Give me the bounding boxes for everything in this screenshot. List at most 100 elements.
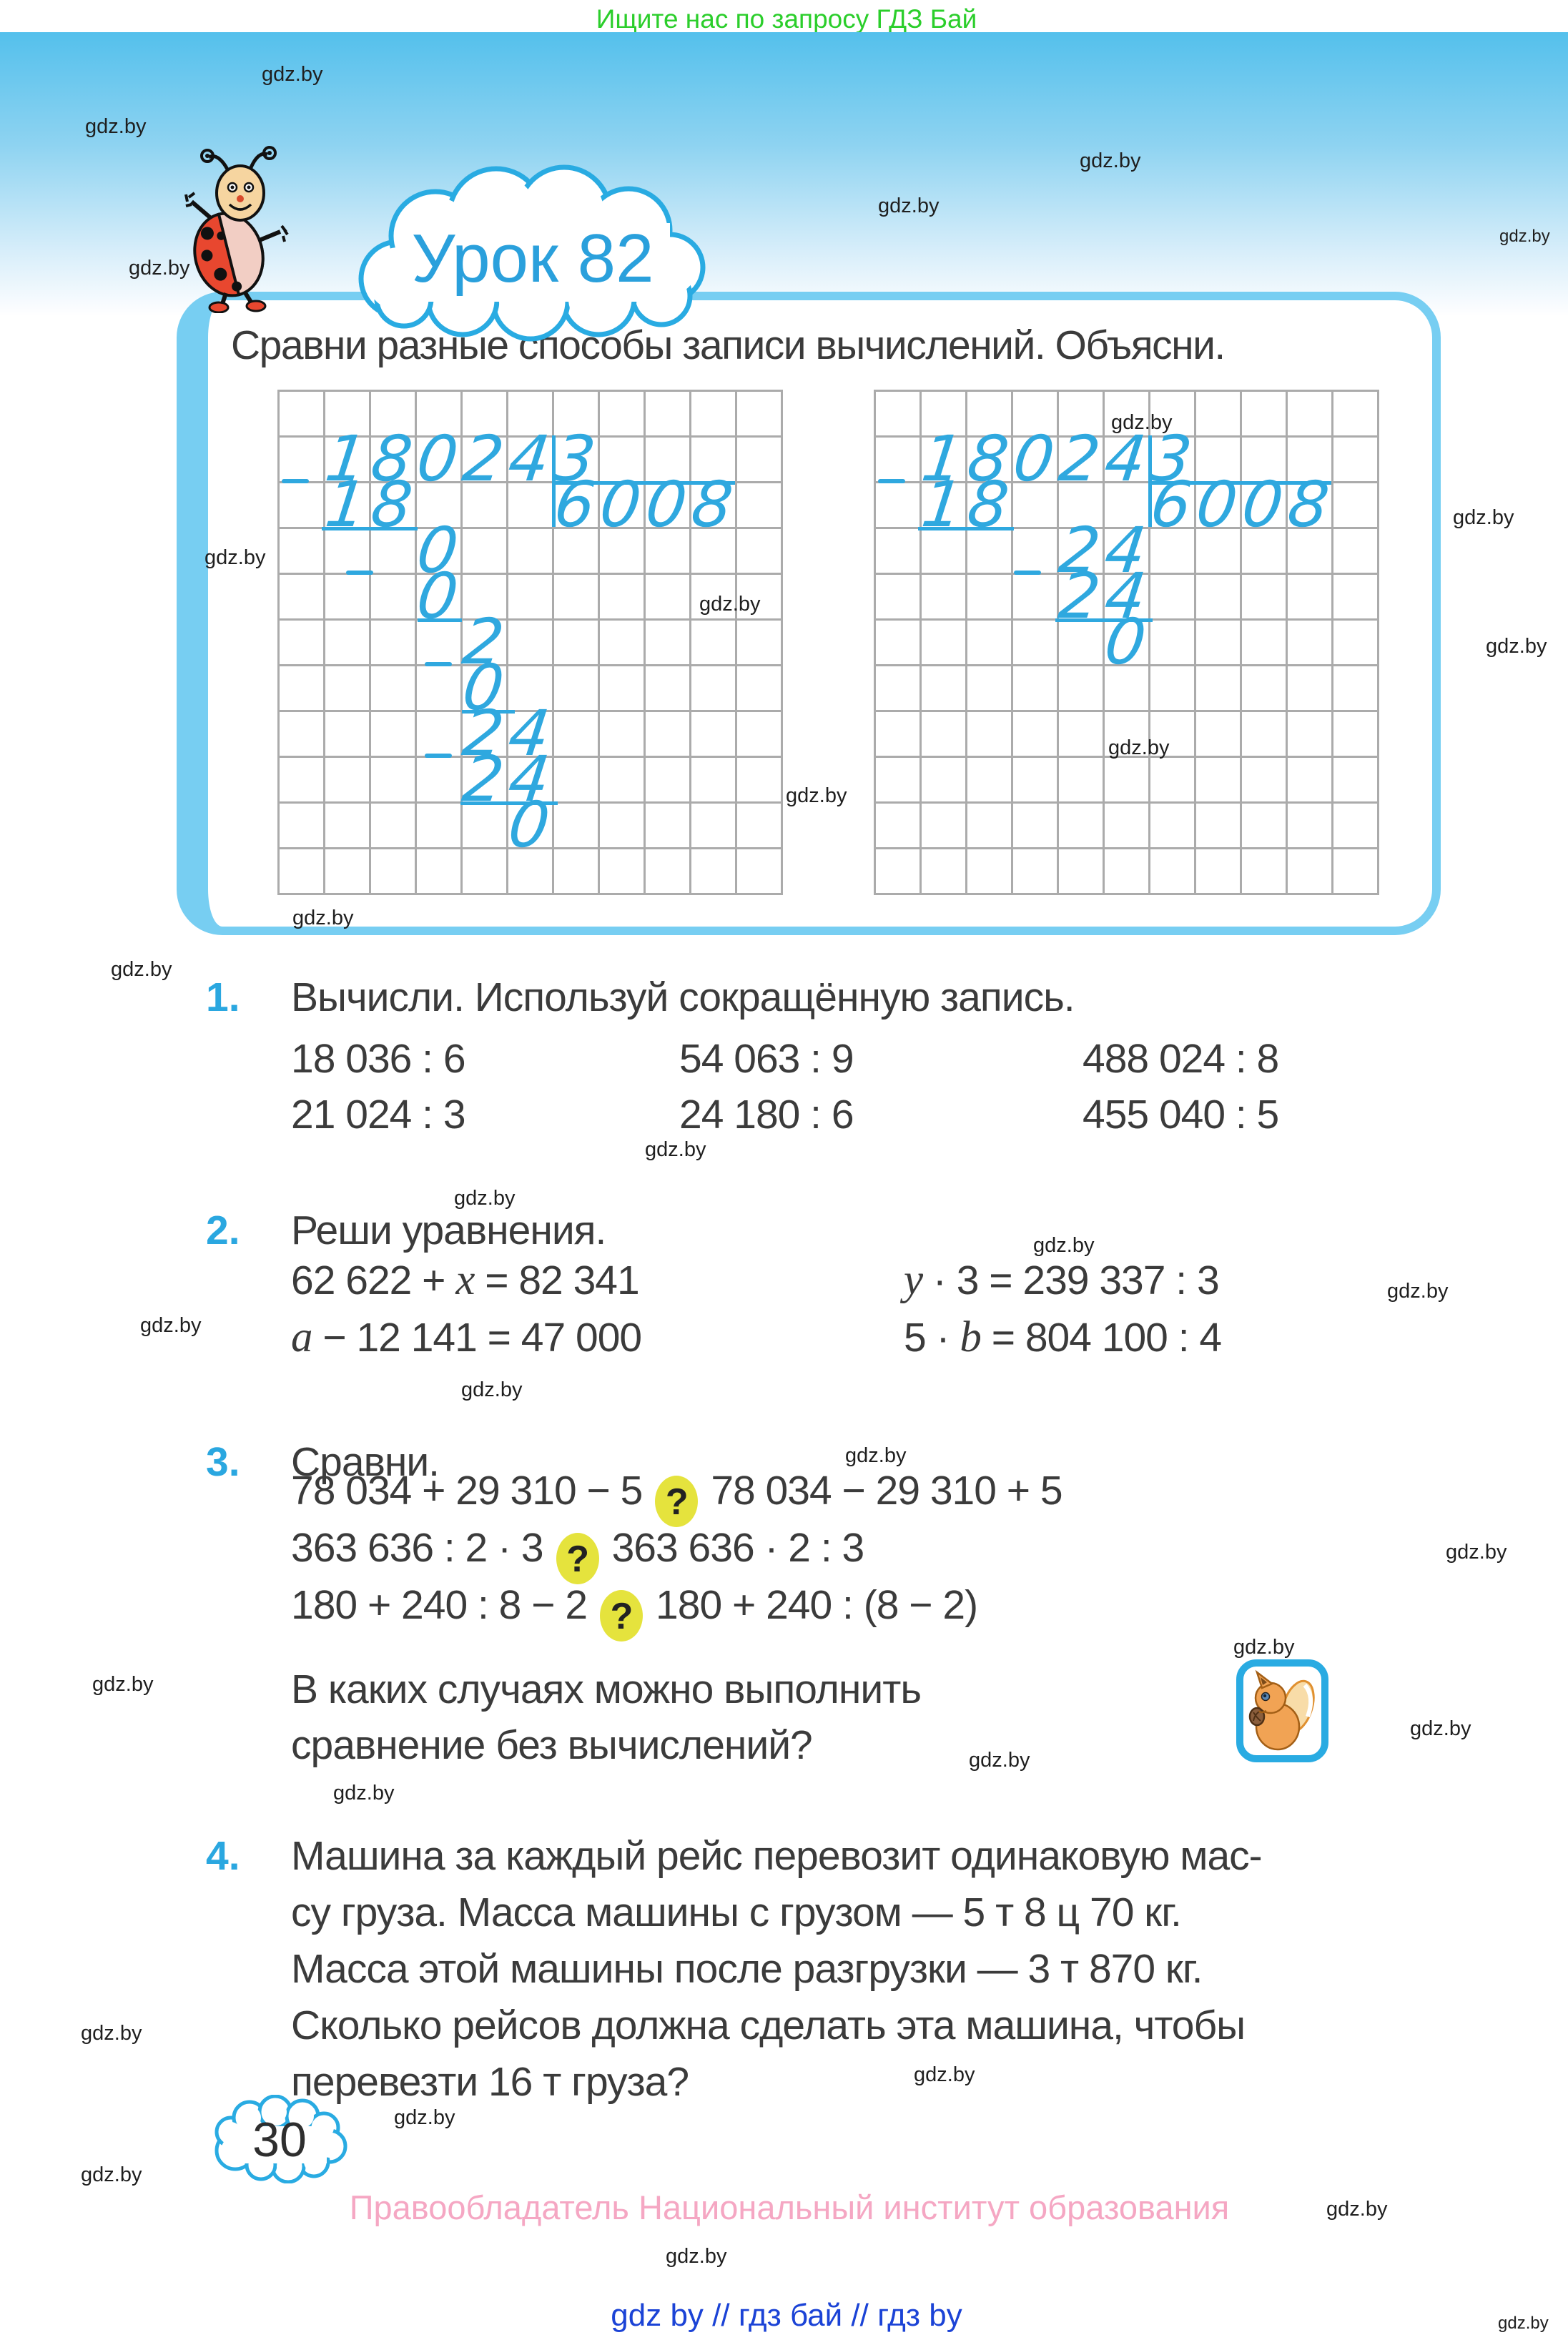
handwritten-digit: 0: [1238, 468, 1288, 541]
left-expression: 180 + 240 : 8 − 2: [291, 1582, 588, 1628]
gdz-watermark: gdz.by: [1498, 2314, 1549, 2333]
gdz-watermark: gdz.by: [1111, 411, 1173, 434]
gdz-watermark: gdz.by: [262, 63, 323, 86]
gdz-watermark: gdz.by: [292, 907, 354, 929]
gdz-watermark: gdz.by: [1326, 2198, 1388, 2221]
squirrel-icon: [1236, 1659, 1328, 1762]
right-expression: 363 636 · 2 : 3: [611, 1525, 865, 1571]
word-problem-line: Машина за каждый рейс перевозит одинаков…: [291, 1833, 1263, 1879]
problem-4-text: Машина за каждый рейс перевозит одинаков…: [291, 1832, 1507, 2133]
handwritten-digit: 4: [1100, 422, 1150, 495]
handwritten-digit: 2: [1055, 422, 1105, 495]
gdz-watermark: gdz.by: [1108, 736, 1170, 759]
handwritten-digit: 0: [641, 468, 691, 541]
handwritten-underline: [418, 618, 462, 622]
problem-1-expressions: 18 036 : 6 54 063 : 9 488 024 : 8 21 024 : …: [291, 1035, 1406, 1157]
handwritten-minus-sign: [425, 662, 452, 666]
word-problem-line: Масса этой машины после разгрузки — 3 т …: [291, 1946, 1203, 1992]
handwritten-underline: [1055, 618, 1153, 622]
handwritten-digit: 8: [367, 468, 417, 541]
handwritten-digit: 8: [687, 468, 737, 541]
handwritten-underline: [462, 710, 515, 714]
handwritten-digit: 0: [596, 468, 646, 541]
handwritten-digit: 2: [1055, 559, 1105, 633]
division-bracket-bar: [1148, 435, 1152, 527]
problem-3-comparisons: 78 034 + 29 310 − 5? 78 034 − 29 310 + 5 3…: [291, 1467, 1406, 1653]
handwritten-minus-sign: [878, 479, 905, 483]
equation-text: − 12 141 = 47 000: [312, 1315, 642, 1361]
word-problem-line: су груза. Масса машины с грузом — 5 т 8 …: [291, 1890, 1182, 1935]
handwritten-underline: [552, 481, 735, 485]
task-heading: Сравни разные способы записи вычислений.…: [231, 322, 1226, 368]
handwritten-digit: 1: [917, 468, 967, 541]
problem-3-question-line1: В каких случаях можно выполнить: [291, 1667, 922, 1712]
problem-2-number: 2.: [206, 1208, 240, 1253]
handwritten-digit: 2: [458, 422, 508, 495]
gdz-watermark: gdz.by: [969, 1749, 1030, 1772]
gdz-watermark: gdz.by: [1453, 506, 1514, 529]
equation: 62 622 + x = 82 341: [291, 1255, 640, 1305]
handwritten-minus-sign: [346, 571, 373, 575]
handwritten-minus-sign: [1014, 571, 1041, 575]
problem-3-title: Сравни.: [291, 1439, 440, 1485]
handwritten-digit: 0: [413, 559, 463, 633]
gdz-watermark: gdz.by: [1080, 149, 1141, 172]
right-expression: 180 + 240 : (8 − 2): [656, 1582, 978, 1628]
gdz-watermark: gdz.by: [81, 2022, 142, 2045]
word-problem-line: Сколько рейсов должна сделать эта машина…: [291, 2003, 1246, 2048]
gdz-watermark: gdz.by: [111, 958, 172, 981]
handwritten-digit: 0: [1009, 422, 1059, 495]
question-mark-badge: ?: [600, 1590, 644, 1642]
problem-3-question-line2: сравнение без вычислений?: [291, 1722, 813, 1768]
problem-2-title: Реши уравнения.: [291, 1208, 606, 1253]
gdz-watermark: gdz.by: [666, 2245, 727, 2268]
problem-2-equations-left: 62 622 + x = 82 341 a − 12 141 = 47 000: [291, 1255, 877, 1377]
gdz-watermark: gdz.by: [454, 1187, 516, 1210]
handwritten-underline: [1148, 481, 1331, 485]
equation-text: · 3 = 239 337 : 3: [922, 1258, 1220, 1303]
gdz-watermark: gdz.by: [1410, 1717, 1471, 1740]
gdz-watermark: gdz.by: [1387, 1280, 1449, 1303]
gdz-watermark: gdz.by: [394, 2106, 455, 2129]
promo-text: Ищите нас по запросу ГДЗ Бай: [596, 4, 977, 34]
handwritten-minus-sign: [282, 479, 309, 483]
copyright-text: Правообладатель Национальный институт об…: [349, 2188, 1230, 2226]
gdz-watermark: gdz.by: [914, 2063, 975, 2086]
word-problem-line: перевезти 16 т груза?: [291, 2059, 689, 2105]
gdz-watermark: gdz.by: [1233, 1636, 1295, 1659]
page-number-cloud: 30: [209, 2095, 350, 2183]
footer-links[interactable]: gdz by // гдз бай // гдз by: [611, 2298, 962, 2333]
handwritten-digit: 0: [504, 788, 554, 862]
equation-variable: x: [455, 1256, 475, 1304]
equation-text: 62 622 +: [291, 1258, 456, 1303]
gdz-watermark: gdz.by: [204, 546, 266, 569]
handwritten-underline: [460, 801, 558, 805]
lesson-cloud: Урок 82: [348, 159, 717, 342]
equation-text: 5 ·: [904, 1315, 960, 1361]
gdz-watermark: gdz.by: [786, 784, 847, 807]
handwritten-digit: 8: [1283, 468, 1333, 541]
division-expression: 21 024 : 3: [291, 1092, 466, 1137]
gdz-watermark: gdz.by: [845, 1444, 907, 1467]
division-expression: 18 036 : 6: [291, 1036, 466, 1082]
gdz-watermark: gdz.by: [81, 2163, 142, 2186]
equation: a − 12 141 = 47 000: [291, 1313, 642, 1363]
handwritten-digit: 8: [963, 468, 1013, 541]
division-expression: 54 063 : 9: [679, 1036, 854, 1082]
gdz-watermark: gdz.by: [129, 257, 190, 280]
handwritten-digit: 1: [321, 468, 371, 541]
gdz-watermark: gdz.by: [1486, 635, 1547, 658]
gdz-watermark: gdz.by: [1446, 1541, 1507, 1564]
comparison-row: 363 636 : 2 · 3? 363 636 · 2 : 3: [291, 1524, 864, 1584]
handwritten-underline: [322, 527, 418, 530]
equation-variable: b: [960, 1313, 981, 1361]
page-number: 30: [252, 2113, 307, 2167]
handwritten-digit: 4: [504, 422, 554, 495]
gdz-watermark: gdz.by: [1033, 1234, 1095, 1257]
handwritten-digit: 2: [458, 742, 508, 816]
handwritten-digit: 0: [1192, 468, 1242, 541]
handwritten-digit: 0: [413, 422, 463, 495]
